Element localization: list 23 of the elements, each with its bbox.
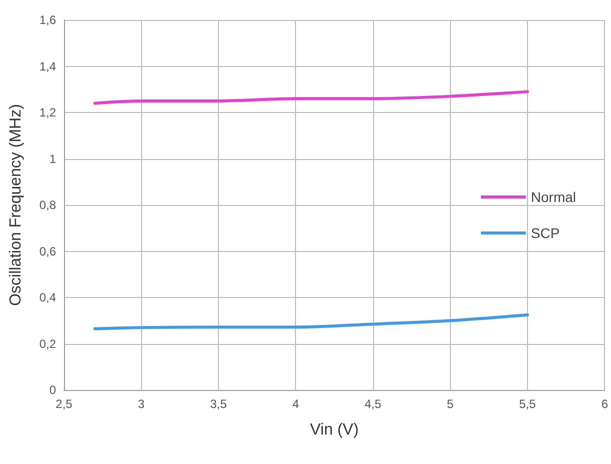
- y-tick-label: 0: [49, 383, 56, 397]
- y-tick-label: 1,4: [39, 59, 56, 74]
- x-tick-label: 4,5: [364, 397, 382, 411]
- x-tick-label: 6: [601, 397, 608, 411]
- line-series: [93, 313, 529, 330]
- y-tick-label: 0,4: [39, 290, 56, 304]
- x-tick-label: 2,5: [56, 397, 73, 411]
- line-series: [93, 90, 529, 105]
- x-tick-label: 5: [446, 397, 454, 411]
- y-tick-label: 1: [49, 152, 56, 166]
- x-tick-label: 3,5: [210, 397, 228, 411]
- y-tick-label: 0,8: [39, 198, 56, 212]
- y-tick-label: 0,2: [39, 336, 56, 351]
- x-tick-label: 5,5: [519, 397, 536, 411]
- y-tick-label: 0,6: [39, 244, 56, 258]
- legend-label: Normal: [530, 189, 576, 205]
- x-tick-label: 4: [292, 397, 300, 411]
- y-tick-label: 1,6: [39, 13, 56, 27]
- x-axis-title: Vin (V): [310, 422, 359, 438]
- y-tick-label: 1,2: [39, 106, 56, 120]
- legend-label: SCP: [530, 225, 560, 241]
- y-axis-title: Oscillation Frequency (MHz): [8, 104, 24, 306]
- x-tick-label: 3: [138, 397, 145, 411]
